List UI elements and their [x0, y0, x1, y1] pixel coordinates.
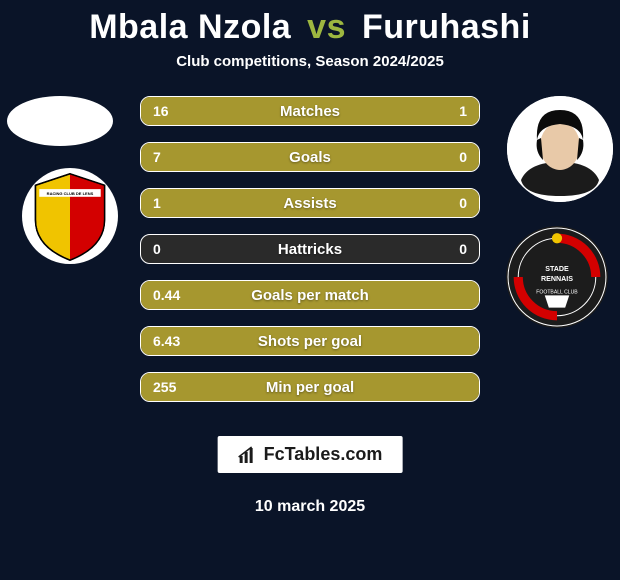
stat-label: Hattricks: [141, 235, 479, 263]
stat-bars: 161Matches 70Goals 10Assists 00Hattricks 0.4…: [140, 96, 480, 418]
title-player2: Furuhashi: [362, 8, 531, 46]
stat-row: 0.44Goals per match: [140, 280, 480, 310]
player1-club-crest: RACING CLUB DE LENS: [22, 168, 118, 264]
stat-row: 6.43Shots per goal: [140, 326, 480, 356]
title-player1: Mbala Nzola: [89, 8, 291, 46]
watermark: FcTables.com: [218, 436, 403, 473]
stat-label: Shots per goal: [141, 327, 479, 355]
stat-label: Goals: [141, 143, 479, 171]
svg-text:RENNAIS: RENNAIS: [541, 275, 573, 283]
watermark-text: FcTables.com: [264, 444, 383, 465]
subtitle: Club competitions, Season 2024/2025: [0, 53, 620, 70]
date: 10 march 2025: [0, 498, 620, 516]
player2-avatar-icon: [507, 96, 613, 202]
lens-crest-icon: RACING CLUB DE LENS: [22, 168, 118, 264]
page-title: Mbala Nzola vs Furuhashi: [0, 8, 620, 47]
stat-row: 10Assists: [140, 188, 480, 218]
svg-text:RACING CLUB DE LENS: RACING CLUB DE LENS: [47, 191, 94, 196]
stat-label: Matches: [141, 97, 479, 125]
chart-icon: [238, 445, 258, 465]
svg-text:STADE: STADE: [545, 265, 569, 273]
stat-label: Min per goal: [141, 373, 479, 401]
svg-text:FOOTBALL CLUB: FOOTBALL CLUB: [536, 289, 578, 295]
rennes-crest-icon: STADE RENNAIS FOOTBALL CLUB: [506, 226, 608, 328]
stat-row: 70Goals: [140, 142, 480, 172]
stat-row: 255Min per goal: [140, 372, 480, 402]
title-vs: vs: [307, 8, 346, 46]
player2-avatar: [507, 96, 613, 202]
stat-label: Goals per match: [141, 281, 479, 309]
content: Mbala Nzola vs Furuhashi Club competitio…: [0, 0, 620, 580]
stat-label: Assists: [141, 189, 479, 217]
player1-avatar: [7, 96, 113, 146]
player2-club-crest: STADE RENNAIS FOOTBALL CLUB: [506, 226, 608, 328]
stat-row: 161Matches: [140, 96, 480, 126]
stat-row: 00Hattricks: [140, 234, 480, 264]
